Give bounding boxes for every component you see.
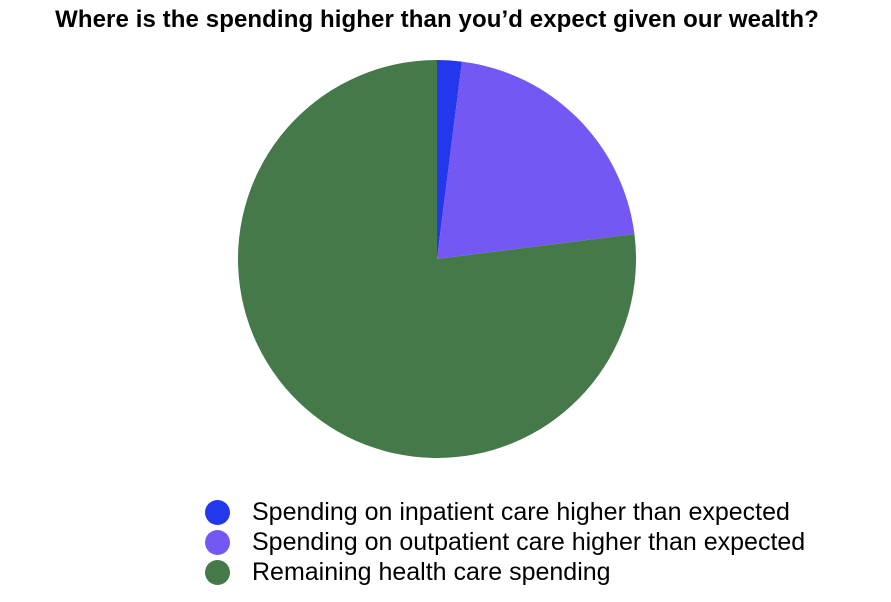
legend-marker-circle-icon bbox=[205, 529, 230, 555]
legend-item-inpatient: Spending on inpatient care higher than e… bbox=[205, 497, 805, 527]
legend-label: Spending on inpatient care higher than e… bbox=[252, 497, 790, 526]
pie-slice-outpatient bbox=[437, 61, 635, 259]
legend-item-remaining: Remaining health care spending bbox=[205, 557, 805, 587]
legend-marker-circle-icon bbox=[205, 559, 230, 585]
legend-item-outpatient: Spending on outpatient care higher than … bbox=[205, 527, 805, 557]
legend-marker-circle-icon bbox=[205, 499, 230, 525]
legend-label: Remaining health care spending bbox=[252, 557, 611, 586]
pie-slice-inpatient bbox=[437, 60, 462, 259]
pie-chart bbox=[238, 60, 636, 458]
legend-label: Spending on outpatient care higher than … bbox=[252, 527, 806, 556]
legend: Spending on inpatient care higher than e… bbox=[205, 497, 805, 587]
pie-slice-remaining bbox=[238, 60, 636, 458]
chart-title: Where is the spending higher than you’d … bbox=[55, 6, 819, 33]
